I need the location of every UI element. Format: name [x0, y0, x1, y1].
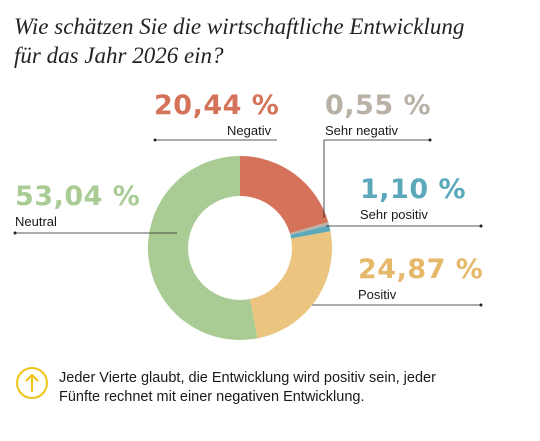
donut-chart: 20,44 % Negativ 0,55 % Sehr negativ 1,10… — [13, 90, 483, 340]
summary-text-line-1: Jeder Vierte glaubt, die Entwicklung wir… — [59, 370, 436, 386]
chart-title: Wie schätzen Sie die wirtschaftliche Ent… — [14, 12, 524, 70]
donut-slice-sehr-negativ — [289, 221, 330, 236]
value-label-neutral: 53,04 % — [15, 181, 140, 212]
category-label-sehr-positiv: Sehr positiv — [360, 207, 428, 222]
donut-slice-negativ — [240, 156, 329, 234]
donut-slice-neutral — [147, 156, 258, 340]
category-label-negativ: Negativ — [227, 123, 272, 138]
category-label-sehr-negativ: Sehr negativ — [325, 123, 398, 138]
category-label-neutral: Neutral — [15, 214, 57, 229]
leader-dot-positiv — [479, 303, 483, 307]
chart-title-line-1: Wie schätzen Sie die wirtschaftliche Ent… — [14, 14, 465, 39]
value-label-sehr-negativ: 0,55 % — [325, 90, 431, 121]
value-label-sehr-positiv: 1,10 % — [360, 174, 466, 205]
leader-dot-sehr-positiv — [479, 224, 483, 228]
leader-dot-negativ — [153, 138, 157, 142]
value-label-positiv: 24,87 % — [358, 254, 483, 285]
chart-title-line-2: für das Jahr 2026 ein? — [14, 43, 224, 68]
arrow-up-circle-icon — [16, 367, 48, 399]
value-label-negativ: 20,44 % — [154, 90, 279, 121]
donut-slice-positiv — [249, 231, 332, 339]
leader-dot-sehr-negativ — [428, 138, 432, 142]
donut-slice-sehr-positiv — [290, 225, 331, 239]
donut-slices — [147, 156, 332, 340]
summary-text: Jeder Vierte glaubt, die Entwicklung wir… — [59, 369, 529, 407]
summary-note: Jeder Vierte glaubt, die Entwicklung wir… — [16, 367, 536, 417]
category-label-positiv: Positiv — [358, 287, 397, 302]
leader-dot-neutral — [13, 231, 17, 235]
summary-text-line-2: Fünfte rechnet mit einer negativen Entwi… — [59, 389, 365, 405]
